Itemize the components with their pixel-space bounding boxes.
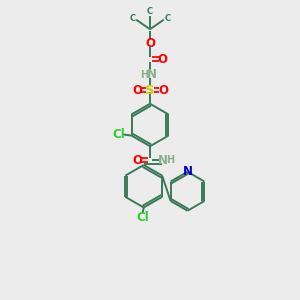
Text: N: N bbox=[158, 154, 168, 166]
Text: Cl: Cl bbox=[112, 128, 125, 141]
Text: O: O bbox=[158, 83, 168, 97]
Text: C: C bbox=[130, 14, 136, 23]
Text: O: O bbox=[158, 52, 167, 65]
Text: O: O bbox=[145, 37, 155, 50]
Text: S: S bbox=[145, 83, 155, 97]
Text: H: H bbox=[166, 155, 174, 165]
Text: O: O bbox=[132, 83, 142, 97]
Text: H: H bbox=[140, 70, 148, 80]
Text: Cl: Cl bbox=[136, 211, 149, 224]
Text: N: N bbox=[182, 165, 193, 178]
Text: C: C bbox=[147, 8, 153, 16]
Text: C: C bbox=[164, 14, 170, 23]
Text: N: N bbox=[147, 68, 157, 81]
Text: O: O bbox=[133, 154, 142, 166]
